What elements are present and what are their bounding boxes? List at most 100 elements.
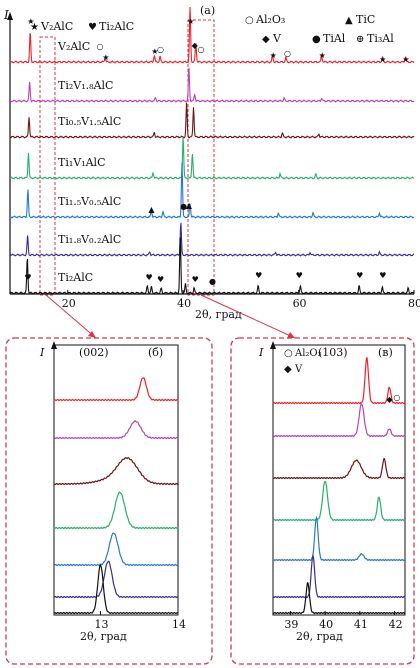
phase-marker: ♥: [356, 271, 363, 280]
main-series-line: [9, 67, 415, 103]
legend-symbol: ○: [284, 348, 293, 359]
main-series-line: [9, 102, 415, 139]
inset-frame-103: [230, 337, 415, 665]
main-series-label: V₂AlC: [57, 40, 90, 53]
legend-symbol: ▲: [345, 15, 353, 26]
main-y-label: I: [3, 8, 9, 22]
legend-label: Al₂O₃: [294, 348, 322, 359]
inset-002-plot: I (002) (б) 2θ, град: [39, 341, 179, 643]
main-series-line: [9, 222, 415, 257]
main-x-tick-label: 20: [62, 297, 76, 310]
phase-marker: ●: [180, 202, 187, 211]
legend-label: Al₂O₃: [255, 13, 285, 26]
main-series-label: Ti₁V₁AlC: [58, 156, 106, 169]
inset-103-tick-label: 42: [389, 618, 403, 631]
phase-marker: ○: [197, 45, 204, 54]
inset-103-x-label: 2θ, град: [296, 630, 343, 643]
main-x-tick-label: 40: [177, 297, 191, 310]
legend-symbol: ●: [312, 34, 321, 45]
inset-103-y-label: I: [258, 346, 264, 359]
inset-103-y-arrow: [270, 341, 276, 349]
inset-002-tick-label: 13: [95, 618, 109, 631]
inset-002-axes: [53, 344, 179, 616]
main-x-ticks: 20 40 60 80: [62, 290, 420, 310]
main-x-tick-label: 60: [293, 297, 307, 310]
legend-label: TiC: [356, 13, 375, 26]
inset-002-series-line: [53, 491, 179, 530]
inset-002-series-line: [53, 377, 179, 402]
main-x-tick-label: 80: [408, 297, 420, 310]
legend-symbol: ◆: [262, 34, 270, 45]
inset-002-series-line: [53, 532, 179, 567]
main-series-label: Ti₀.₅V₁.₅AlC: [58, 115, 121, 128]
inset-103-annotation: (103): [318, 346, 348, 359]
connector-left: [45, 294, 97, 339]
inset-103-series-line: [272, 515, 405, 562]
phase-marker: ★: [102, 53, 109, 62]
phase-marker: ♥: [157, 275, 164, 284]
legend-symbol: ♥: [88, 22, 97, 33]
legend-symbol: ★: [30, 22, 39, 33]
phase-marker: ○: [157, 45, 164, 54]
phase-marker: ♥: [379, 271, 386, 280]
inset-103-series-line: [272, 553, 406, 599]
main-series-labels: V₂AlC Ti₂V₁.₈AlC Ti₀.₅V₁.₅AlC Ti₁V₁AlC Ti₁.₅…: [57, 40, 121, 284]
legend-symbol: ⊕: [356, 34, 364, 45]
main-legend: ★ V₂AlC ♥ Ti₂AlC ○ Al₂O₃ ▲ TiC◆ V ● TiAl ⊕ Ti₃Al: [30, 13, 394, 45]
inset-frame-002: [5, 337, 213, 665]
inset-002-series-line: [53, 560, 179, 599]
main-phase-markers: ♥ ♥ ♥ ♥ ●♥ ♥ ♥ ♥★★★★★ ★ ★ ★○ ○ ○ ○◆▲ ●▲: [24, 17, 409, 286]
phase-marker: ★: [379, 55, 386, 64]
main-series-line: [9, 237, 415, 295]
inset-002-series: [53, 377, 179, 615]
inset-103-panel-label: (в): [378, 346, 393, 359]
main-x-label: 2θ, град: [195, 308, 242, 321]
inset-103-series: ◆ ○: [272, 356, 406, 615]
phase-marker: ▲: [186, 201, 193, 210]
phase-marker: ♥: [296, 271, 303, 280]
phase-marker: ♥: [146, 273, 153, 282]
legend-label: Ti₂AlC: [99, 20, 134, 33]
inset-103-tick-label: 40: [319, 618, 333, 631]
main-series-line: [9, 6, 415, 64]
inset-103-tick-label: 39: [284, 618, 298, 631]
main-plot: I (а) 2θ, град: [3, 4, 414, 321]
main-panel-label: (а): [200, 4, 215, 17]
inset-103-series-line: [272, 403, 406, 438]
phase-marker: ◆: [386, 395, 393, 404]
inset-002-series-line: [53, 564, 179, 615]
inset-002-tick-label: 14: [172, 618, 186, 631]
phase-marker: ★: [319, 51, 326, 60]
inset-002-series-line: [53, 456, 179, 486]
main-series-label: Ti₁.₅V₀.₅AlC: [58, 195, 121, 208]
phase-marker: ◆: [192, 41, 199, 50]
main-series-label: Ti₂AlC: [58, 271, 93, 284]
legend-label: Ti₃Al: [367, 32, 394, 45]
inset-103-tick-label: 41: [354, 618, 368, 631]
inset-103-legend: ○ Al₂O₃◆ V: [284, 348, 322, 375]
main-series-label: Ti₂V₁.₈AlC: [58, 79, 113, 92]
phase-marker: ○: [393, 393, 400, 402]
legend-symbol: ○: [245, 15, 254, 26]
inset-103-series-line: [272, 581, 406, 615]
phase-marker: ★: [187, 17, 194, 26]
inset-103-plot: I (103) (в) 2θ, град: [258, 341, 406, 643]
main-y-arrow: [7, 12, 13, 20]
inset-103-x-ticks: 39 40 41 42: [284, 611, 403, 631]
legend-symbol: ◆: [284, 364, 292, 375]
phase-marker: ★: [270, 51, 277, 60]
inset-103-series-line: [272, 480, 406, 522]
inset-103-axes: [272, 344, 406, 616]
zoom-box-103: [187, 19, 215, 296]
inset-002-y-label: I: [39, 346, 45, 359]
inset-103-series-line: [272, 356, 406, 405]
phase-marker: ○: [96, 42, 103, 51]
phase-marker: ★: [402, 55, 409, 64]
inset-103-series-line: [272, 457, 406, 480]
inset-002-panel-label: (б): [148, 346, 163, 359]
phase-marker: ★: [27, 17, 34, 26]
phase-marker: ▲: [148, 205, 155, 214]
inset-002-series-line: [53, 419, 179, 440]
inset-002-x-label: 2θ, град: [80, 630, 127, 643]
